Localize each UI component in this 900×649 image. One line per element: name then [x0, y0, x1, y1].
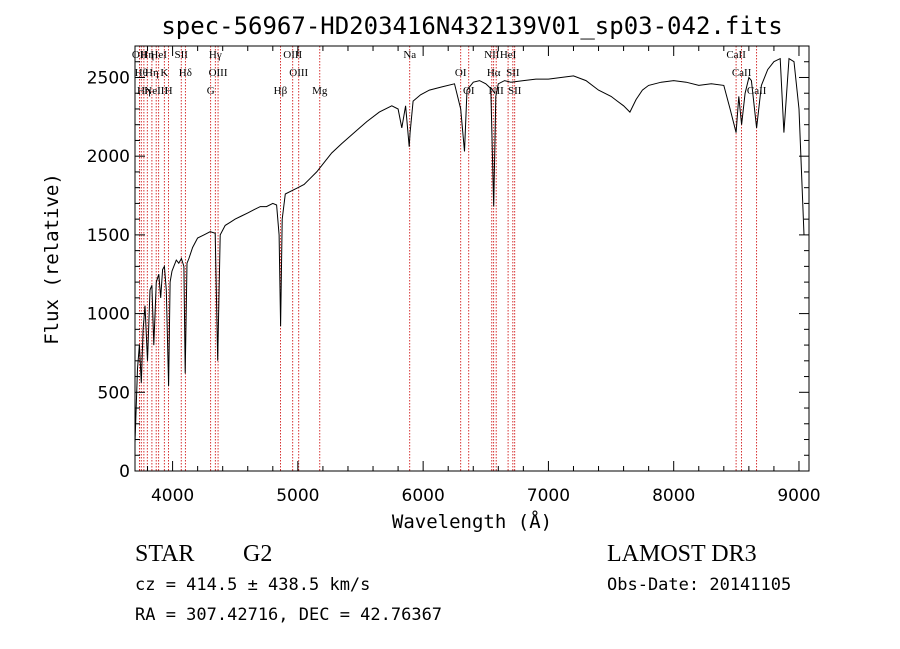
line-label-3: Hη [140, 49, 154, 61]
line-label-13: OIII [209, 67, 228, 79]
y-tick-label-0: 0 [119, 462, 130, 482]
line-label-20: OI [463, 85, 475, 97]
plot-frame [134, 45, 810, 472]
line-label-4: Hη [145, 67, 159, 79]
x-tick-label-1: 5000 [276, 486, 319, 506]
line-label-8: H [165, 85, 173, 97]
line-label-14: Hβ [274, 85, 288, 97]
line-label-16: OIII [289, 67, 308, 79]
line-label-15: OIII [283, 49, 302, 61]
x-axis: 4000 5000 6000 7000 8000 9000 [147, 46, 821, 506]
line-label-21: NII [484, 49, 500, 61]
chart-title: spec-56967-HD203416N432139V01_sp03-042.f… [161, 12, 782, 40]
redshift-cz: cz = 414.5 ± 438.5 km/s [135, 575, 370, 595]
line-label-18: Na [403, 49, 416, 61]
spectrum-series-line [134, 57, 805, 443]
ra-dec-coordinates: RA = 307.42716, DEC = 42.76367 [135, 605, 442, 625]
object-class: STAR [135, 541, 194, 567]
y-tick-label-5: 2500 [87, 68, 130, 88]
line-label-23: NII [489, 85, 505, 97]
line-label-22: Hα [487, 67, 501, 79]
observation-date: Obs-Date: 20141105 [607, 575, 791, 595]
line-label-24: HeI [500, 49, 517, 61]
line-label-27: CaII [726, 49, 746, 61]
x-tick-label-4: 8000 [652, 486, 695, 506]
y-axis-label: Flux (relative) [41, 173, 63, 345]
y-axis: 0 500 1000 1500 2000 2500 [87, 61, 809, 482]
line-label-6: HeI [150, 49, 167, 61]
line-label-9: SII [175, 49, 189, 61]
spectral-line-markers [139, 46, 758, 471]
y-tick-label-2: 1000 [87, 305, 130, 325]
line-label-29: CaII [747, 85, 767, 97]
x-tick-label-5: 9000 [777, 486, 820, 506]
line-label-17: Mg [312, 85, 328, 97]
line-label-10: Hδ [179, 67, 192, 79]
line-label-7: K [160, 67, 168, 79]
y-tick-label-1: 500 [98, 383, 130, 403]
line-label-1: Hθ [135, 67, 148, 79]
y-tick-label-3: 1500 [87, 226, 130, 246]
line-label-25: SII [506, 67, 520, 79]
x-tick-label-2: 6000 [402, 486, 445, 506]
survey-name: LAMOST DR3 [607, 541, 757, 567]
line-label-0: OII [132, 49, 148, 61]
line-label-28: CaII [732, 67, 752, 79]
x-tick-label-0: 4000 [151, 486, 194, 506]
line-label-11: G [207, 85, 215, 97]
line-label-2: Hη [137, 85, 151, 97]
object-subclass: G2 [243, 541, 272, 567]
y-tick-label-4: 2000 [87, 147, 130, 167]
spectral-line-labels: OIIHθHηHηHηNeIIIHeIKHSIIHδGHγOIIIHβOIIIO… [132, 49, 767, 97]
line-label-12: Hγ [209, 49, 222, 61]
line-label-5: NeIII [144, 85, 168, 97]
x-axis-label: Wavelength (Å) [392, 510, 552, 533]
line-label-26: SII [508, 85, 522, 97]
line-label-19: OI [455, 67, 467, 79]
x-tick-label-3: 7000 [527, 486, 570, 506]
